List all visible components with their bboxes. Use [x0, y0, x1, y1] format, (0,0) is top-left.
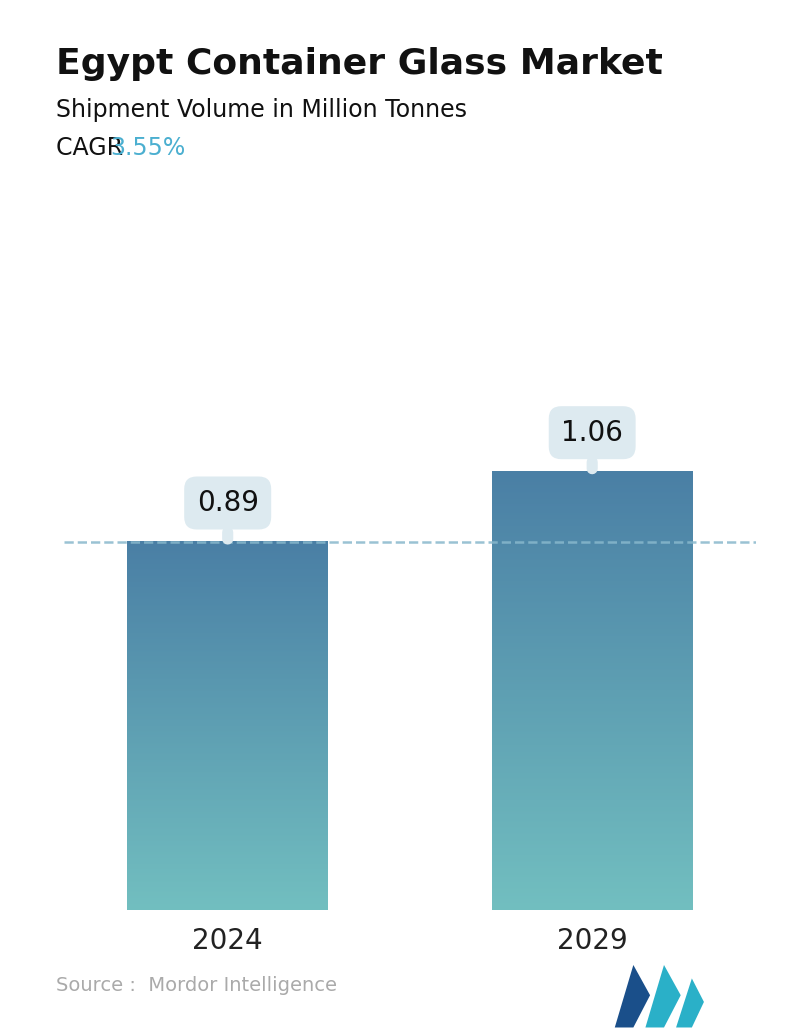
Text: Shipment Volume in Million Tonnes: Shipment Volume in Million Tonnes: [56, 98, 466, 122]
Polygon shape: [615, 965, 650, 1028]
Text: 1.06: 1.06: [561, 419, 623, 468]
Text: Source :  Mordor Intelligence: Source : Mordor Intelligence: [56, 976, 337, 995]
Text: 0.89: 0.89: [197, 489, 259, 539]
Text: 3.55%: 3.55%: [110, 136, 185, 160]
Polygon shape: [676, 978, 704, 1028]
Text: CAGR: CAGR: [56, 136, 131, 160]
Polygon shape: [646, 965, 681, 1028]
Text: Egypt Container Glass Market: Egypt Container Glass Market: [56, 47, 662, 81]
